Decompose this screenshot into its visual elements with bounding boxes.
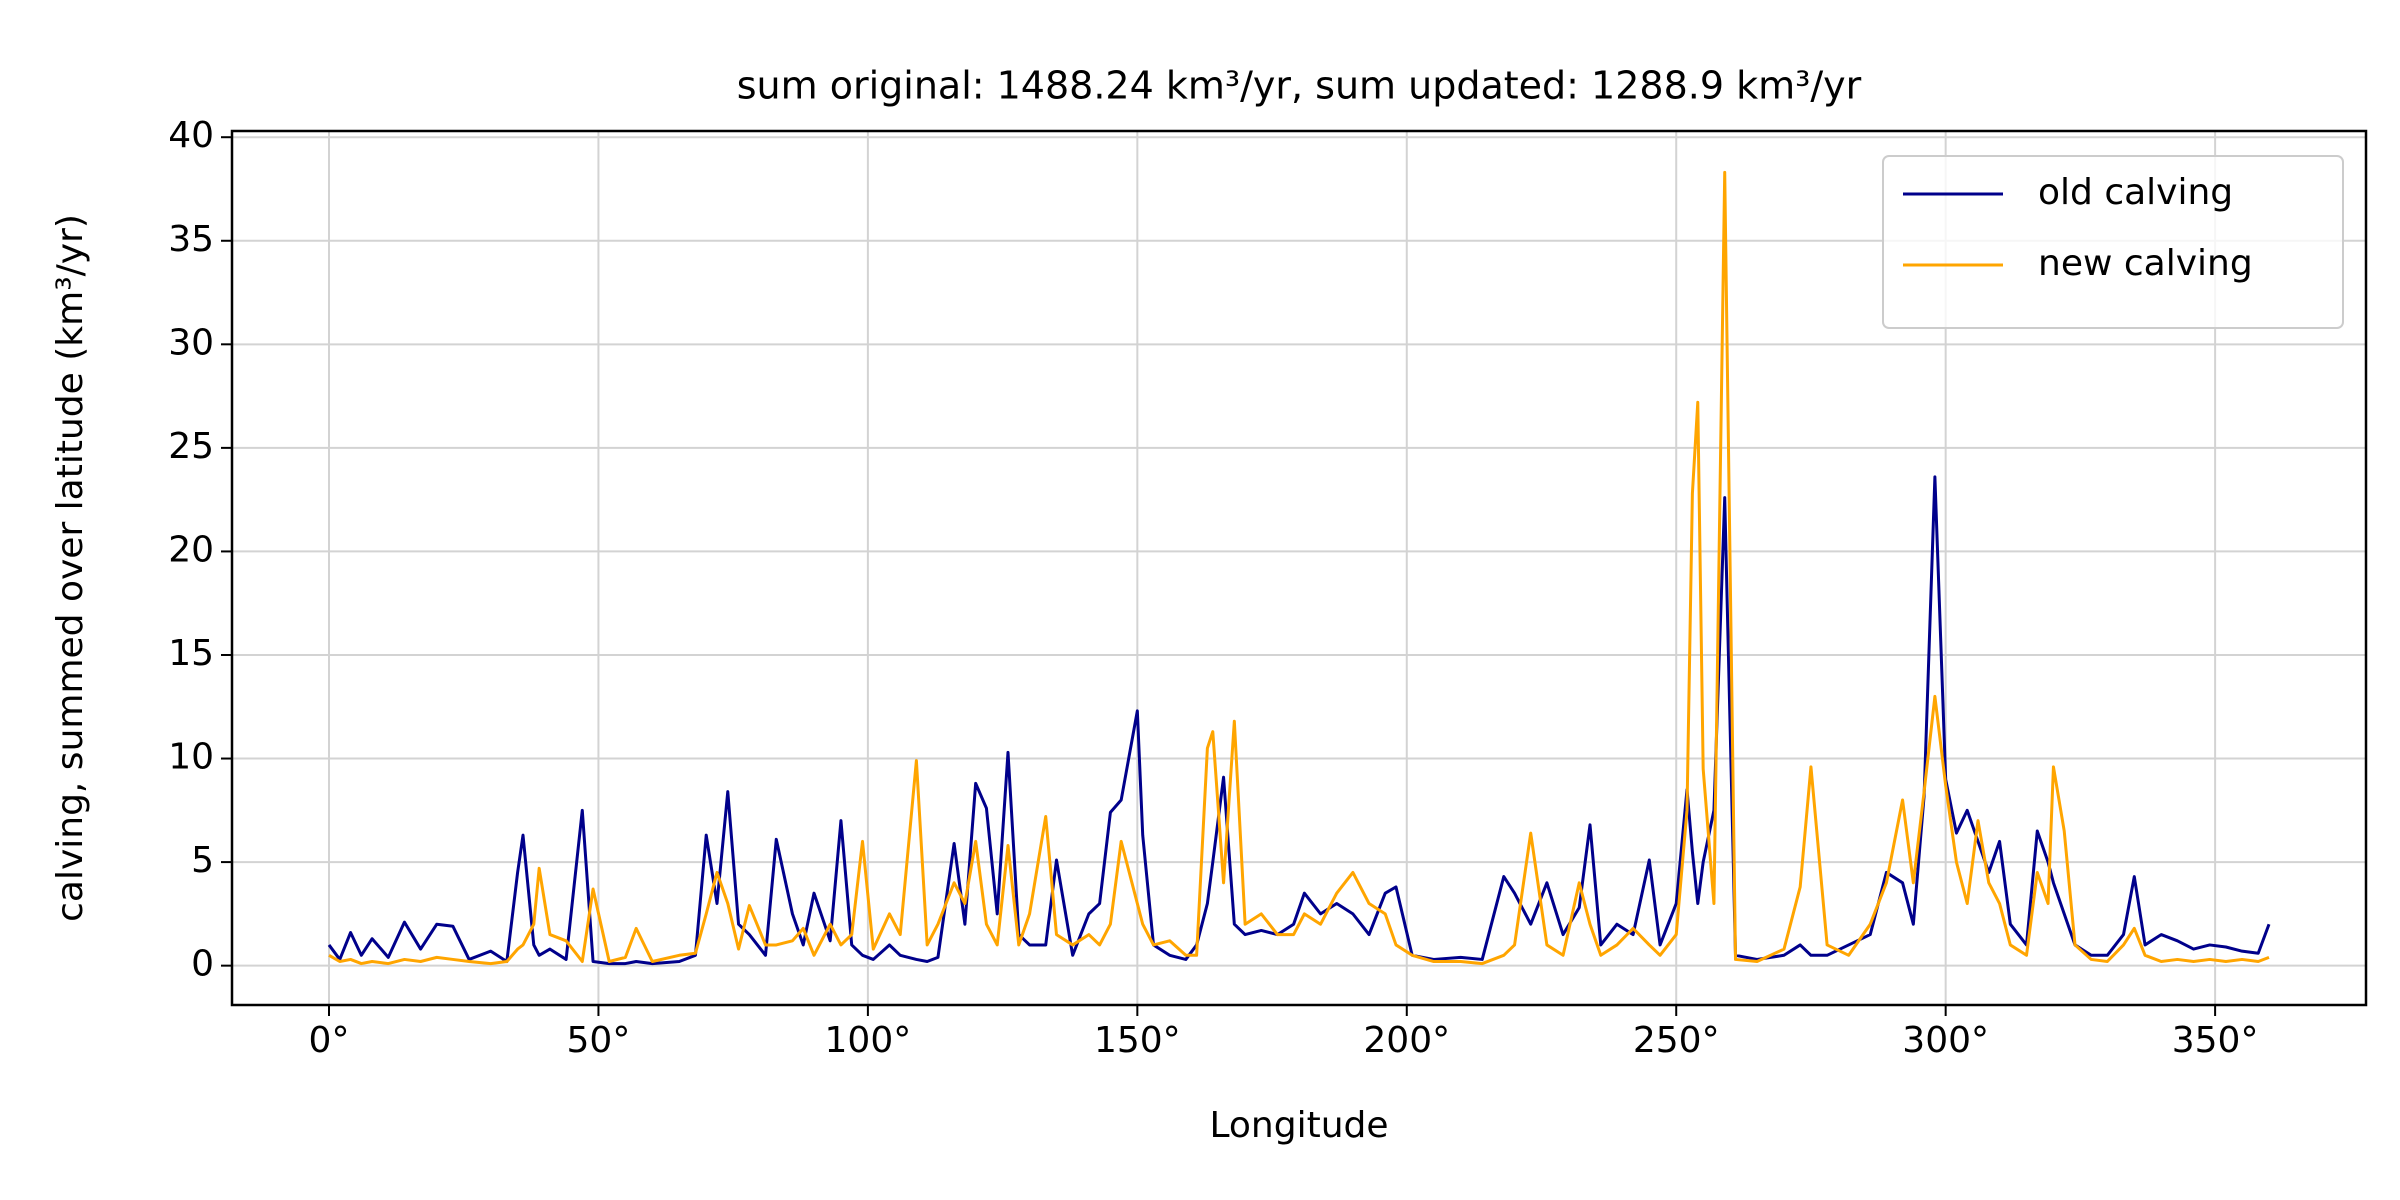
y-axis-label: calving, summed over latitude (km³/yr) <box>50 214 91 922</box>
x-tick-label: 300° <box>1902 1020 1989 1061</box>
x-tick-label: 250° <box>1633 1020 1720 1061</box>
x-tick-label: 50° <box>567 1020 631 1061</box>
x-tick-label: 350° <box>2172 1020 2259 1061</box>
y-tick-label: 5 <box>191 840 214 881</box>
y-tick-label: 15 <box>168 633 214 674</box>
plot-frame <box>230 129 2368 1007</box>
y-tick-label: 30 <box>168 322 214 363</box>
x-tick-label: 150° <box>1094 1020 1181 1061</box>
legend-label: old calving <box>2038 172 2233 213</box>
data-line <box>328 170 2270 966</box>
y-tick-label: 25 <box>168 426 214 467</box>
data-line <box>327 475 2271 966</box>
legend-box <box>1882 155 2344 329</box>
chart-title: sum original: 1488.24 km³/yr, sum update… <box>737 64 1862 108</box>
y-tick-label: 0 <box>191 944 214 985</box>
y-tick-label: 10 <box>168 737 214 778</box>
x-tick-label: 100° <box>825 1020 912 1061</box>
y-tick-label: 40 <box>168 115 214 156</box>
y-tick-label: 20 <box>168 529 214 570</box>
legend-label: new calving <box>2038 243 2253 284</box>
x-axis-label: Longitude <box>1209 1105 1388 1146</box>
y-tick-label: 35 <box>168 219 214 260</box>
x-tick-label: 0° <box>309 1020 350 1061</box>
x-tick-label: 200° <box>1363 1020 1450 1061</box>
